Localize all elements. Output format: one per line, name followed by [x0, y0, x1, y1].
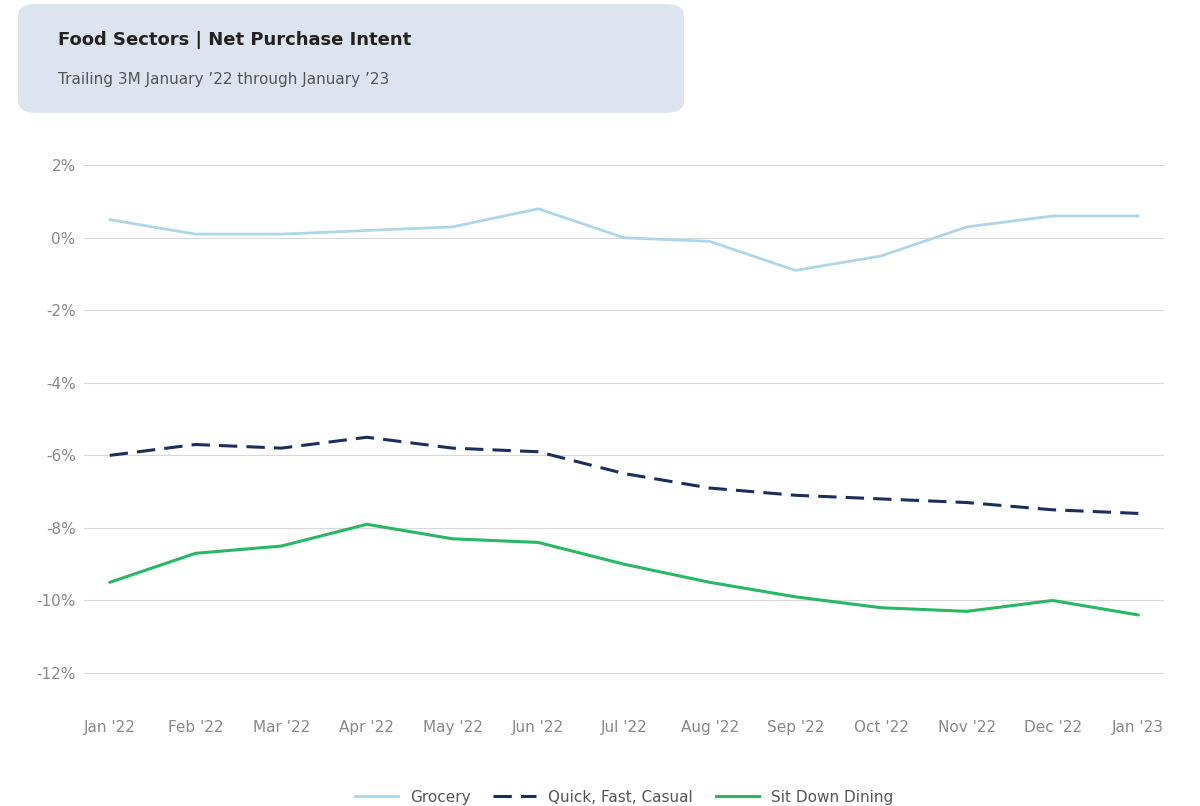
- Text: Food Sectors | Net Purchase Intent: Food Sectors | Net Purchase Intent: [58, 31, 410, 49]
- Legend: Grocery, Quick, Fast, Casual, Sit Down Dining: Grocery, Quick, Fast, Casual, Sit Down D…: [349, 783, 899, 806]
- Text: Trailing 3M January ’22 through January ’23: Trailing 3M January ’22 through January …: [58, 72, 389, 87]
